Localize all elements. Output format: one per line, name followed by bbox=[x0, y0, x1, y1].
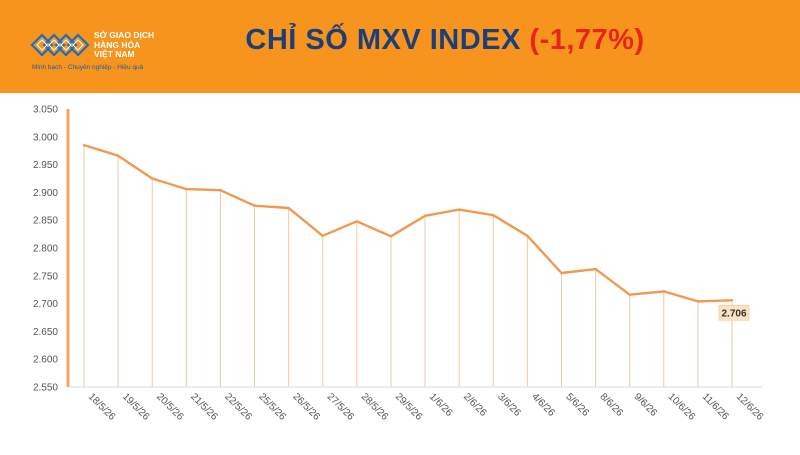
mxv-logo-icon bbox=[30, 33, 90, 57]
y-tick-label: 2.650 bbox=[33, 327, 58, 338]
logo-name: SỞ GIAO DỊCH HÀNG HÓA VIỆT NAM bbox=[94, 30, 155, 59]
title-main: CHỈ SỐ MXV INDEX bbox=[245, 24, 530, 56]
data-point bbox=[696, 300, 700, 303]
x-tick-label: 28/5/26 bbox=[359, 391, 391, 423]
chart-title: CHỈ SỐ MXV INDEX (-1,77%) bbox=[0, 24, 800, 57]
data-point bbox=[389, 235, 393, 238]
data-point bbox=[526, 234, 529, 237]
x-tick-label: 11/6/26 bbox=[700, 391, 731, 422]
last-value-label: 2.706 bbox=[721, 308, 746, 319]
x-tick-label: 22/5/26 bbox=[222, 391, 254, 423]
last-value-box bbox=[718, 304, 750, 321]
y-tick-label: 3.050 bbox=[33, 105, 58, 116]
x-tick-label: 3/6/26 bbox=[495, 391, 523, 419]
data-point bbox=[662, 290, 665, 293]
y-tick-label: 2.800 bbox=[33, 244, 58, 255]
y-tick-label: 2.750 bbox=[33, 271, 58, 282]
y-tick-label: 3.000 bbox=[33, 132, 58, 143]
x-tick-label: 18/5/26 bbox=[86, 391, 118, 423]
data-point bbox=[457, 208, 461, 211]
x-tick-label: 4/6/26 bbox=[529, 391, 557, 419]
x-tick-label: 10/6/26 bbox=[666, 391, 698, 423]
data-point bbox=[116, 154, 120, 157]
header-banner: SỞ GIAO DỊCH HÀNG HÓA VIỆT NAM Minh bạch… bbox=[0, 0, 800, 93]
x-tick-label: 19/5/26 bbox=[120, 391, 152, 423]
x-tick-label: 27/5/26 bbox=[325, 391, 357, 423]
data-point bbox=[219, 188, 222, 192]
data-point bbox=[355, 220, 359, 223]
x-tick-label: 9/6/26 bbox=[632, 391, 660, 419]
data-point bbox=[560, 271, 563, 275]
y-tick-label: 2.700 bbox=[33, 299, 58, 310]
series-line bbox=[83, 143, 733, 303]
x-tick-label: 2/6/26 bbox=[461, 391, 489, 419]
y-tick-label: 2.950 bbox=[33, 160, 58, 171]
data-point bbox=[185, 187, 188, 191]
title-change-percent: (-1,77%) bbox=[529, 24, 645, 56]
x-tick-label: 29/5/26 bbox=[393, 391, 425, 423]
data-point bbox=[730, 299, 734, 302]
x-tick-label: 5/6/26 bbox=[563, 391, 591, 419]
y-tick-label: 2.850 bbox=[33, 216, 58, 227]
y-tick-label: 2.600 bbox=[33, 355, 58, 366]
x-tick-label: 1/6/26 bbox=[427, 391, 455, 419]
y-tick-label: 2.900 bbox=[33, 188, 58, 199]
x-tick-label: 20/5/26 bbox=[154, 391, 186, 423]
data-point bbox=[321, 234, 324, 237]
data-point bbox=[423, 214, 427, 217]
line-chart: 2.550 2.600 2.650 2.700 2.750 2.800 2.850 2.900… bbox=[33, 105, 766, 424]
y-tick-label: 2.550 bbox=[33, 383, 58, 394]
data-point bbox=[594, 267, 597, 271]
data-point bbox=[287, 206, 290, 210]
data-point bbox=[628, 293, 631, 296]
x-tick-label: 12/6/26 bbox=[734, 391, 766, 423]
mxv-logo: SỞ GIAO DỊCH HÀNG HÓA VIỆT NAM Minh bạch… bbox=[30, 28, 160, 78]
x-tick-label: 25/5/26 bbox=[256, 391, 288, 423]
data-point bbox=[253, 204, 256, 207]
x-tick-label: 8/6/26 bbox=[597, 391, 625, 419]
data-point bbox=[82, 143, 86, 147]
logo-slogan: Minh bạch - Chuyên nghiệp - Hiệu quả bbox=[32, 64, 144, 71]
x-tick-label: 21/5/26 bbox=[188, 391, 220, 423]
data-point bbox=[151, 177, 154, 180]
x-tick-label: 26/5/26 bbox=[291, 391, 323, 423]
data-point bbox=[492, 213, 495, 217]
chart-area: 2.550 2.600 2.650 2.700 2.750 2.800 2.850 2.900… bbox=[0, 93, 800, 450]
